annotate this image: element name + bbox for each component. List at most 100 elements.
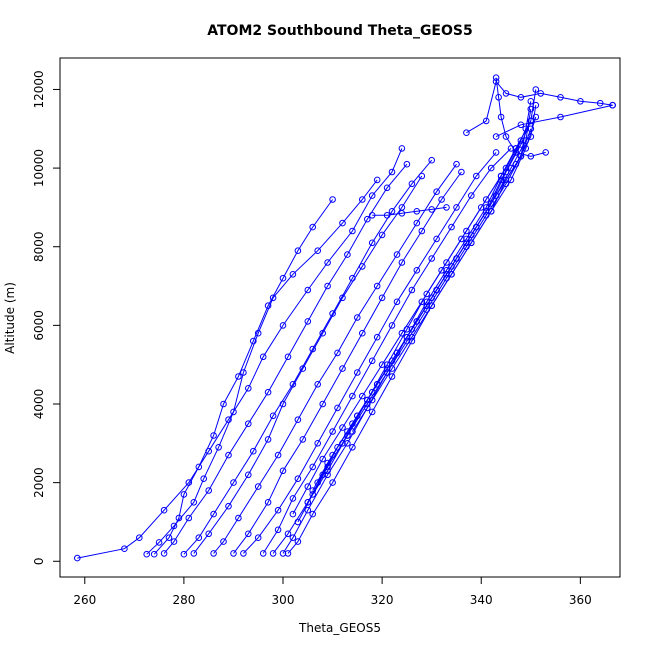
x-tick-label: 360: [569, 593, 592, 607]
data-point: [373, 282, 381, 290]
data-point: [180, 491, 188, 498]
data-point: [502, 168, 510, 176]
data-point: [502, 90, 510, 97]
data-point: [220, 538, 227, 545]
data-point: [378, 294, 386, 302]
data-point: [294, 518, 302, 526]
data-point: [428, 206, 436, 213]
data-point: [344, 440, 351, 447]
data-point: [557, 94, 564, 101]
data-point: [388, 322, 396, 329]
y-tick-label: 2000: [32, 467, 46, 498]
data-point: [334, 444, 341, 451]
data-point: [388, 373, 396, 380]
data-point: [279, 274, 287, 282]
data-point: [339, 440, 346, 447]
data-point: [388, 208, 396, 215]
data-point: [210, 510, 217, 518]
data-point: [349, 444, 356, 451]
series-line-1: [77, 148, 403, 559]
data-point: [349, 420, 356, 428]
data-point: [289, 534, 297, 542]
data-point: [609, 101, 616, 109]
series-line-7: [213, 163, 457, 554]
data-point: [487, 208, 495, 215]
data-point: [294, 247, 302, 254]
data-point: [468, 239, 475, 247]
data-point: [245, 420, 252, 428]
chart-title: ATOM2 Southbound Theta_GEOS5: [207, 23, 472, 39]
data-point: [428, 294, 436, 302]
data-point: [225, 502, 232, 510]
data-point: [279, 550, 287, 557]
data-point: [433, 188, 440, 195]
data-point: [428, 255, 436, 262]
data-point: [264, 436, 272, 443]
data-point: [359, 196, 366, 203]
data-point: [383, 365, 391, 372]
y-axis-label: Altitude (m): [3, 282, 17, 354]
data-point: [522, 145, 530, 152]
plot-area: [74, 74, 616, 562]
data-point: [497, 113, 505, 121]
data-point: [264, 388, 272, 396]
data-point: [423, 302, 431, 310]
series-line-4: [163, 163, 408, 554]
series-line-5: [183, 159, 433, 555]
data-point: [274, 526, 282, 534]
data-point: [309, 487, 317, 494]
data-point: [359, 392, 366, 400]
data-point: [517, 94, 525, 101]
data-point: [527, 98, 535, 105]
data-point: [368, 388, 376, 396]
data-point: [334, 404, 341, 412]
data-point: [393, 298, 401, 306]
data-point: [269, 412, 277, 420]
data-point: [284, 550, 292, 557]
data-point: [596, 99, 604, 107]
data-point: [284, 530, 292, 538]
data-point: [368, 239, 376, 247]
series-line-24: [495, 104, 613, 138]
data-point: [235, 373, 242, 380]
data-point: [532, 101, 540, 109]
data-point: [413, 219, 421, 227]
data-point: [438, 196, 445, 203]
data-point: [398, 259, 406, 266]
data-point: [279, 400, 287, 408]
data-point: [339, 365, 346, 372]
series-line-6: [193, 175, 423, 554]
data-point: [299, 365, 307, 372]
data-point: [443, 259, 450, 266]
x-tick-label: 340: [470, 593, 493, 607]
y-tick-label: 4000: [32, 389, 46, 420]
y-tick-label: 6000: [32, 310, 46, 341]
data-point: [383, 212, 391, 219]
data-point: [136, 534, 143, 542]
data-point: [324, 282, 331, 290]
x-axis: 260 280 300 320 340 360: [73, 576, 592, 607]
data-point: [403, 333, 411, 341]
data-point: [185, 514, 193, 522]
data-point: [354, 369, 361, 376]
data-point: [378, 231, 386, 239]
data-point: [517, 121, 525, 129]
y-tick-label: 8000: [32, 231, 46, 262]
data-point: [240, 550, 247, 557]
data-point: [398, 210, 406, 217]
data-point: [368, 357, 376, 365]
data-point: [349, 227, 356, 235]
data-point: [284, 353, 292, 361]
data-point: [368, 408, 376, 416]
data-point: [155, 539, 163, 546]
data-point: [388, 168, 396, 176]
data-point: [339, 219, 346, 227]
data-point: [269, 294, 277, 302]
data-point: [344, 251, 351, 258]
data-point: [314, 247, 322, 254]
series-line-9: [243, 152, 497, 554]
data-point: [463, 239, 470, 247]
data-point: [195, 463, 203, 471]
